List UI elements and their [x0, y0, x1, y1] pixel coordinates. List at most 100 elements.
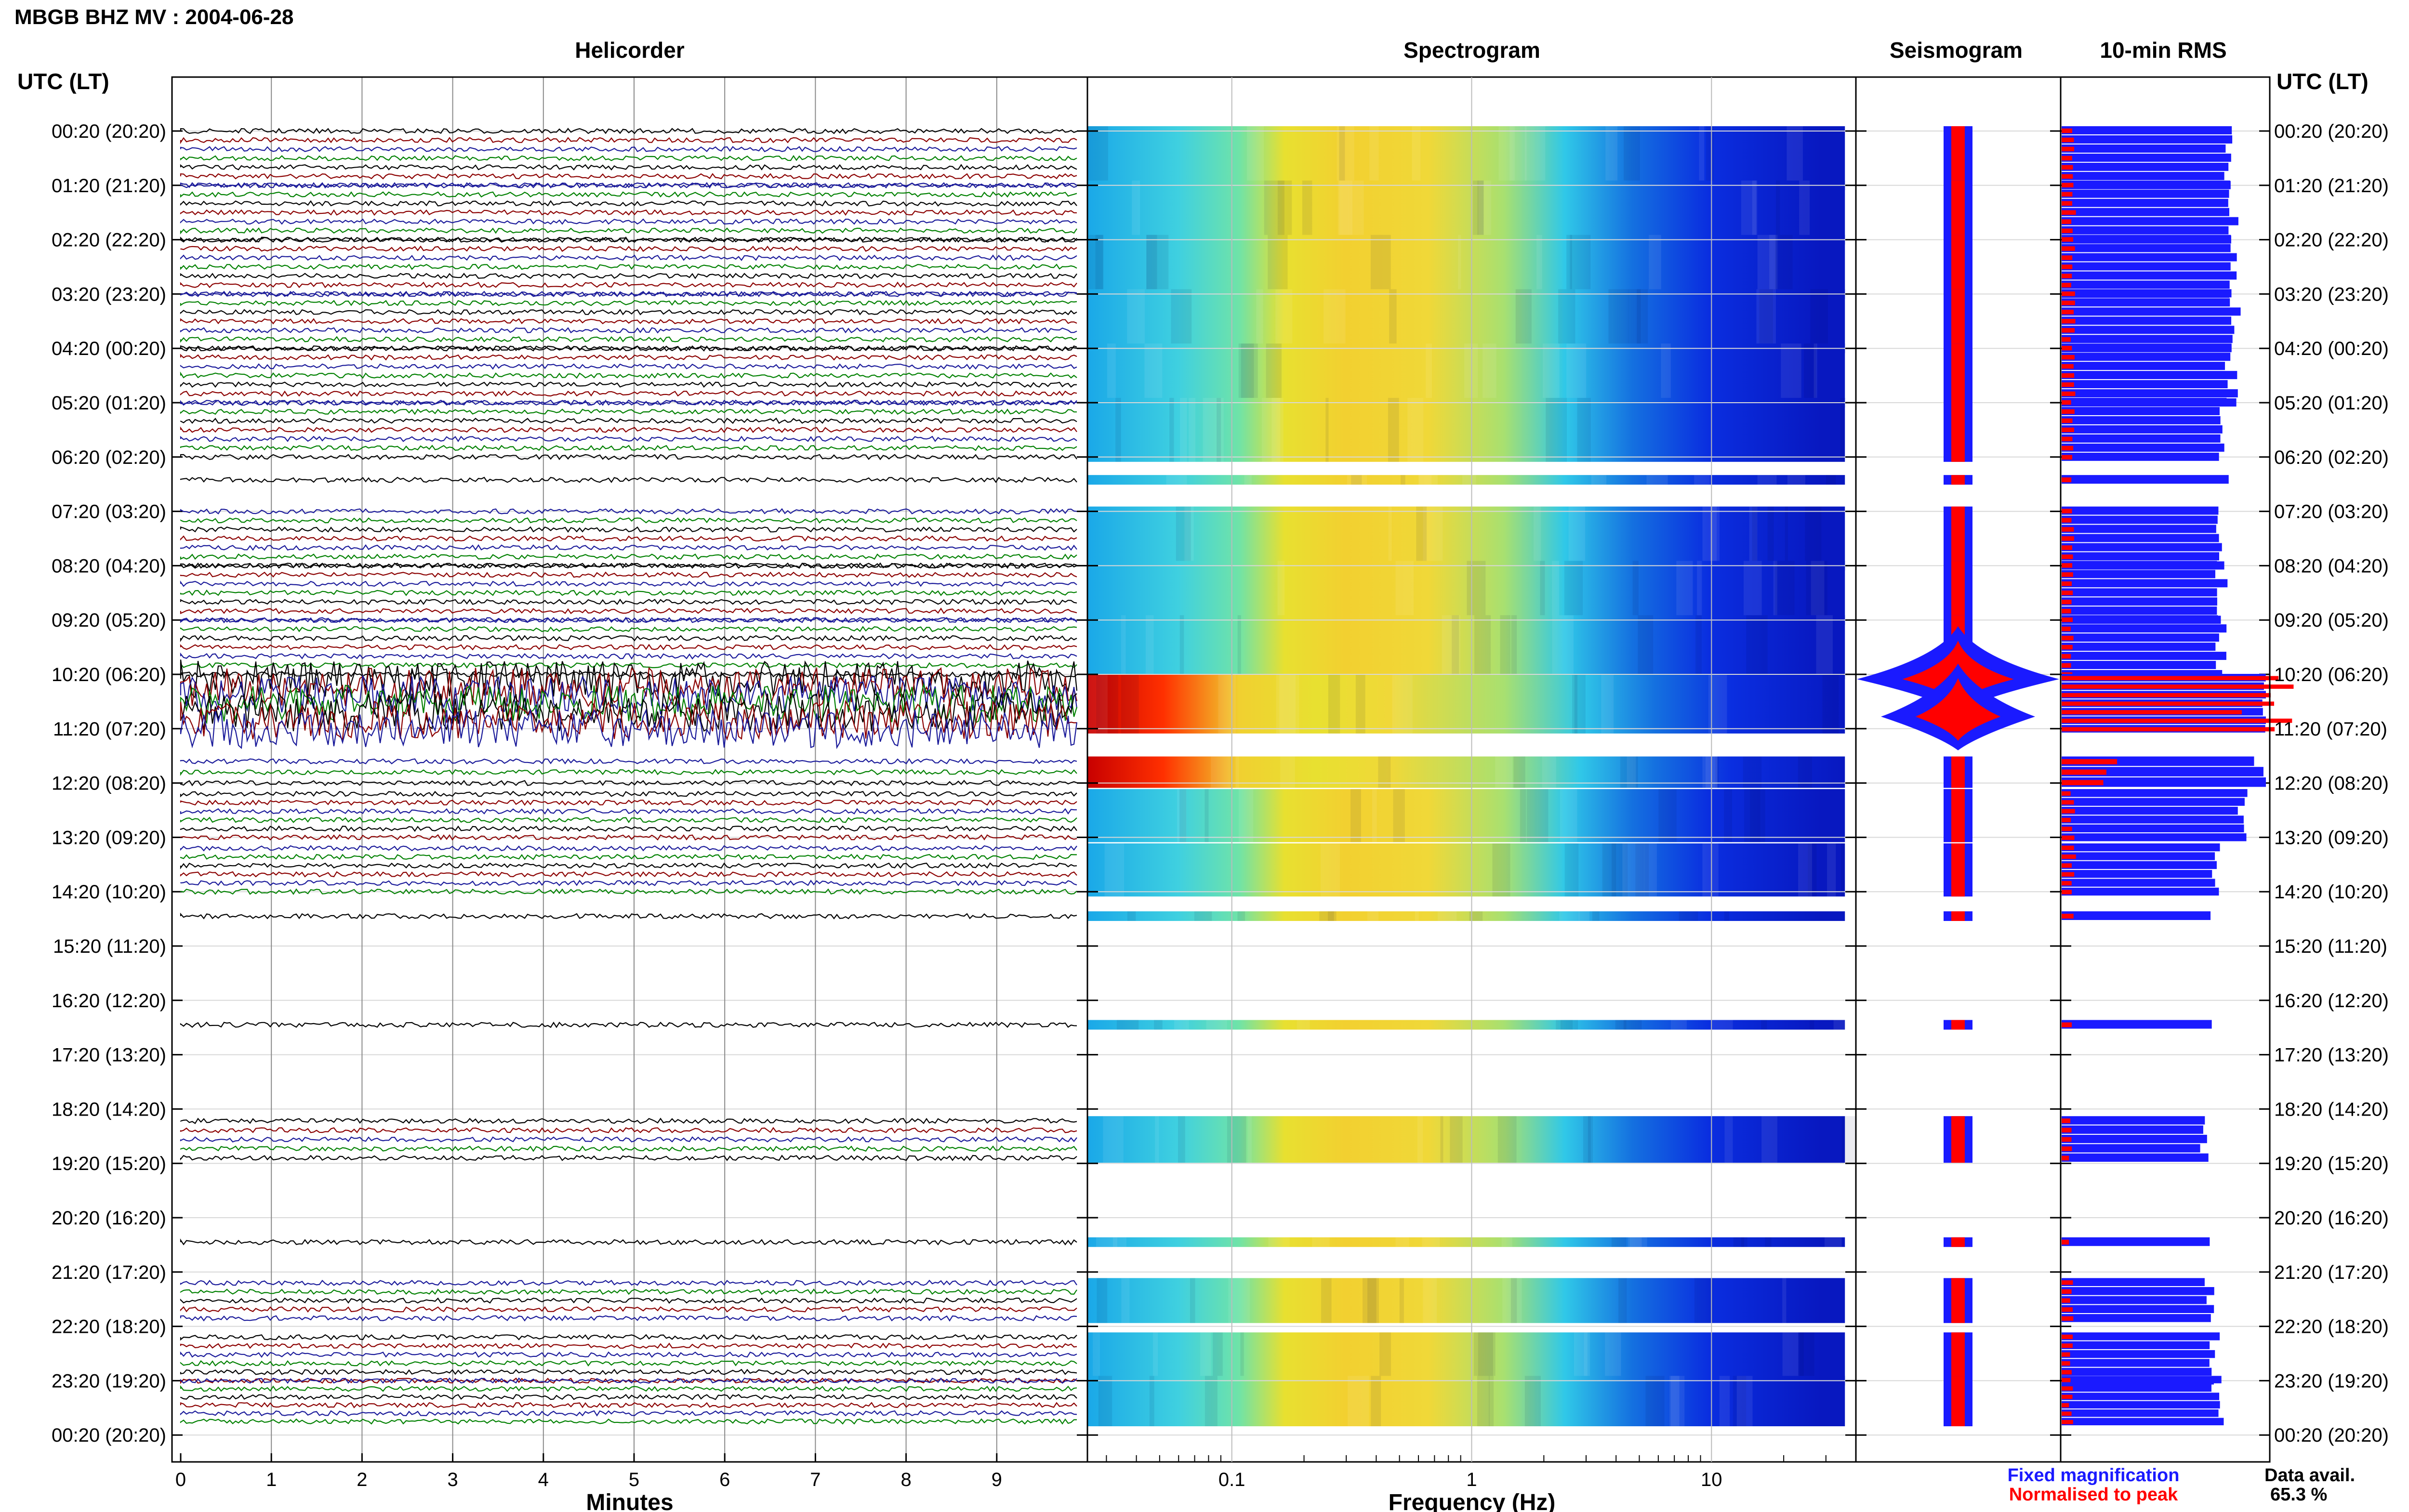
helicorder-trace — [180, 1127, 1077, 1134]
rms-bar-normalised — [2062, 854, 2076, 859]
rms-bar-normalised — [2062, 146, 2074, 152]
rms-bar-normalised — [2062, 881, 2072, 886]
rms-bar-fixed — [2062, 1134, 2207, 1144]
time-label-right: 14:20 (10:20) — [2274, 881, 2389, 903]
seismogram-event-normalised — [1916, 678, 2000, 741]
time-label-left: 07:20 (03:20) — [52, 501, 166, 523]
spectrogram-streak — [1218, 674, 1236, 734]
spectrogram-streak — [1782, 1278, 1787, 1323]
helicorder-trace — [180, 845, 1077, 852]
helicorder-trace — [180, 617, 1077, 623]
helicorder-trace — [180, 535, 1077, 542]
helicorder-trace — [180, 779, 1077, 787]
helicorder-trace — [180, 1118, 1077, 1124]
time-label-right: 00:20 (20:20) — [2274, 121, 2389, 142]
rms-bar-fixed — [2062, 226, 2229, 235]
time-label-left: 19:20 (15:20) — [52, 1153, 166, 1174]
spectrogram-streak — [1560, 1020, 1578, 1030]
spectrogram-streak — [1367, 1278, 1377, 1323]
spectrogram-streak — [1107, 343, 1116, 408]
rms-bar-normalised — [2062, 1370, 2072, 1375]
spectrogram-band — [1087, 674, 1845, 734]
spectrogram-streak — [1177, 789, 1187, 842]
spectrogram-streak — [1087, 126, 1108, 190]
spectrogram-streak — [1399, 1278, 1404, 1323]
rms-bars — [2062, 126, 2294, 1425]
spectrogram-band — [1087, 180, 1845, 245]
rms-bar-normalised — [2062, 654, 2071, 659]
helicorder-x-ticks: 0 1 2 3 4 5 6 7 8 9 — [175, 1453, 1002, 1490]
spectrogram-streak — [1540, 561, 1545, 625]
helicorder-traces — [180, 128, 1078, 1425]
spectrogram-streak — [1337, 180, 1349, 245]
rms-bar-normalised — [2062, 581, 2072, 586]
time-label-right: 21:20 (17:20) — [2274, 1262, 2389, 1283]
rms-bar-normalised — [2062, 283, 2071, 288]
spectrogram-streak — [1415, 911, 1419, 921]
spectrogram-streak — [1388, 506, 1392, 571]
spectrogram-streak — [1584, 1332, 1588, 1386]
spectrogram-streak — [1477, 180, 1484, 245]
rms-bar-fixed — [2062, 777, 2266, 787]
time-label-right: 22:20 (18:20) — [2274, 1316, 2389, 1338]
spectrogram-streak — [1271, 398, 1284, 462]
spectrogram-streak — [1618, 1278, 1627, 1323]
spectrogram-xlabel: Frequency (Hz) — [1389, 1490, 1556, 1512]
spectrogram-streak — [1710, 506, 1720, 571]
spectrogram-band — [1087, 398, 1845, 462]
spectrogram-streak — [1174, 1020, 1189, 1030]
spectrogram-streak — [1622, 843, 1644, 897]
helicorder-trace — [180, 1351, 1077, 1358]
spectrogram-streak — [1558, 289, 1575, 354]
spectrogram-streak — [1482, 343, 1496, 408]
spectrogram-streak — [1194, 911, 1212, 921]
rms-bar-normalised — [2062, 436, 2073, 442]
time-label-left: 00:20 (20:20) — [52, 1425, 166, 1446]
spectrogram-streak — [1275, 289, 1293, 354]
rms-bar-normalised — [2062, 1352, 2070, 1357]
time-label-left: 17:20 (13:20) — [52, 1045, 166, 1066]
spectrogram-streak — [1552, 561, 1560, 625]
legend-normalised-to-peak: Normalised to peak — [2009, 1485, 2178, 1505]
rms-bar-normalised — [2062, 684, 2294, 689]
spectrogram-streak — [1679, 911, 1698, 921]
spectrogram-streak — [1247, 126, 1264, 190]
time-label-right: 15:20 (11:20) — [2274, 936, 2387, 957]
helicorder-trace — [180, 263, 1077, 270]
spectrogram-streak — [1179, 789, 1187, 842]
helicorder-trace — [180, 580, 1077, 587]
spectrogram-streak — [1237, 615, 1241, 679]
rms-bar-fixed — [2062, 353, 2231, 361]
helicorder-trace — [180, 644, 1077, 651]
spectrogram-streak — [1612, 843, 1628, 897]
rms-bar-fixed — [2062, 911, 2211, 920]
spectrogram-streak — [1781, 343, 1801, 408]
rms-bar-fixed — [2062, 1401, 2220, 1409]
spectrogram-streak — [1810, 1020, 1814, 1030]
spectrogram-streak — [1645, 1376, 1665, 1426]
spectrogram-streak — [1699, 126, 1705, 190]
helicorder-trace — [180, 164, 1077, 171]
spectrogram-streak — [1787, 475, 1805, 485]
spectrogram-streak — [1348, 180, 1364, 245]
helicorder-xtick-label: 5 — [629, 1469, 639, 1490]
time-label-left: 11:20 (07:20) — [53, 719, 166, 740]
time-labels-left: 00:20 (20:20) 01:20 (21:20) 02:20 (22:20) 0… — [52, 121, 166, 1446]
rms-bar-normalised — [2062, 328, 2075, 333]
spectrogram-streak — [1127, 911, 1136, 921]
spectrogram-streak — [1741, 180, 1757, 245]
spectrogram-streak — [1363, 1278, 1379, 1323]
rms-bar-fixed — [2062, 588, 2217, 597]
spectrogram-streak — [1608, 289, 1629, 354]
spectrogram-streak — [1776, 180, 1780, 245]
helicorder-trace — [180, 290, 1077, 298]
spectrogram-streak — [1367, 911, 1379, 921]
data-avail-label: Data avail. — [2264, 1465, 2355, 1486]
spectrogram-streak — [1438, 911, 1457, 921]
helicorder-title: Helicorder — [575, 38, 685, 63]
spectrogram-streak — [1773, 561, 1777, 625]
rms-bar-fixed — [2062, 543, 2222, 552]
spectrogram-streak — [1697, 561, 1702, 625]
time-label-left: 15:20 (11:20) — [53, 936, 166, 957]
rms-bar-fixed — [2062, 326, 2235, 334]
